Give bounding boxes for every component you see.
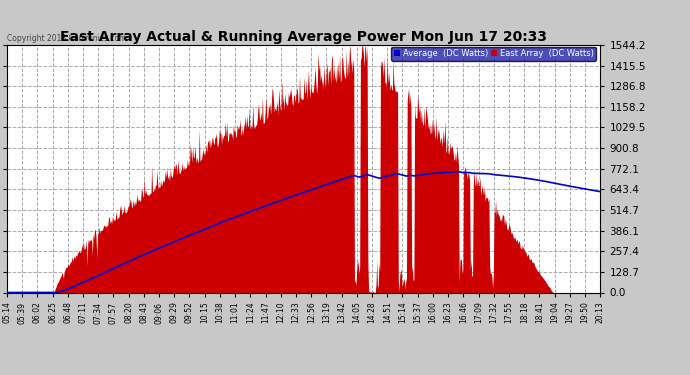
Legend: Average  (DC Watts), East Array  (DC Watts): Average (DC Watts), East Array (DC Watts… (391, 47, 596, 61)
Text: Copyright 2013 Cartronics.com: Copyright 2013 Cartronics.com (7, 33, 126, 42)
Title: East Array Actual & Running Average Power Mon Jun 17 20:33: East Array Actual & Running Average Powe… (60, 30, 547, 44)
